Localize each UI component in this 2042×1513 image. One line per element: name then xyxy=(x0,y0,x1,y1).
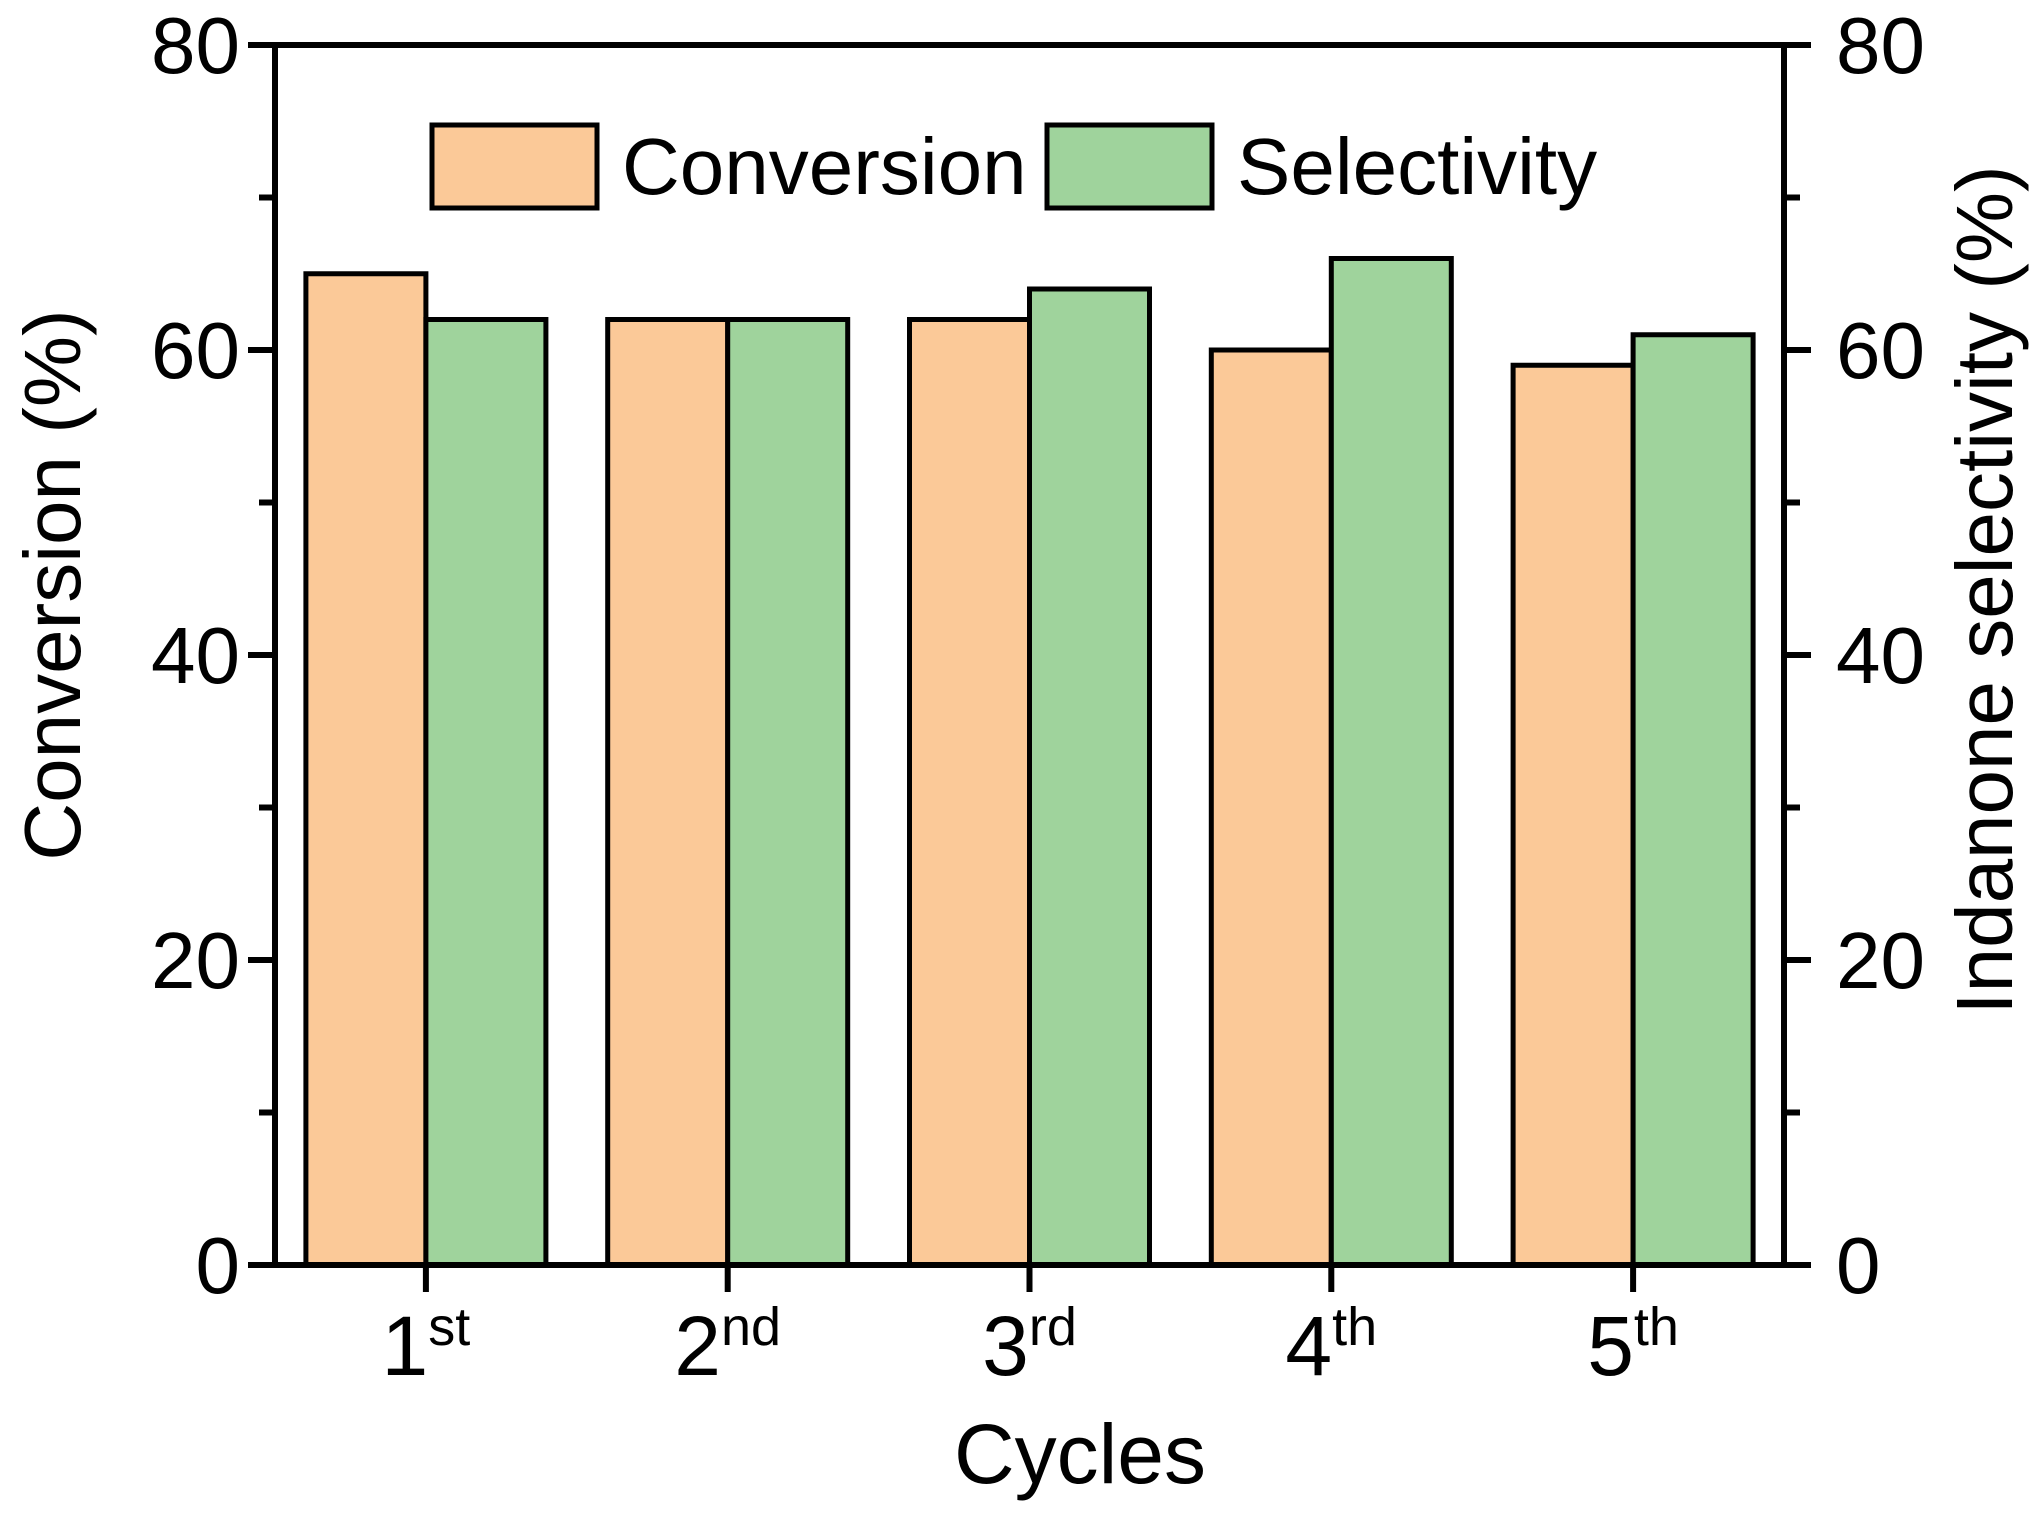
legend-swatch-selectivity xyxy=(1044,122,1215,211)
bar-selectivity-1st xyxy=(423,317,549,1268)
x-tick-label-4th: 4th xyxy=(1285,1297,1377,1393)
y-tick-label-left-20: 20 xyxy=(151,916,240,1005)
bar-conversion-2nd xyxy=(605,317,731,1268)
plot-frame xyxy=(272,42,1787,1268)
y-tick-label-right-20: 20 xyxy=(1836,916,1925,1005)
bar-conversion-1st xyxy=(303,271,429,1268)
y-tick-label-left-80: 80 xyxy=(151,1,240,90)
bar-conversion-3rd xyxy=(907,317,1032,1268)
x-tick-label-3rd: 3rd xyxy=(982,1297,1077,1393)
legend: Conversion Selectivity xyxy=(429,122,1597,211)
x-axis-title: Cycles xyxy=(954,1407,1206,1501)
y-tick-label-right-0: 0 xyxy=(1836,1221,1881,1310)
y-axis-title-left: Conversion (%) xyxy=(8,309,97,860)
y-tick-label-left-0: 0 xyxy=(196,1221,241,1310)
y-tick-label-right-80: 80 xyxy=(1836,1,1925,90)
legend-label-conversion: Conversion xyxy=(622,122,1027,211)
bar-selectivity-4th xyxy=(1328,256,1454,1268)
bar-selectivity-2nd xyxy=(725,317,851,1268)
x-tick-label-2nd: 2nd xyxy=(674,1297,781,1393)
y-tick-label-left-60: 60 xyxy=(151,306,240,395)
x-tick-label-1st: 1st xyxy=(382,1297,471,1393)
bar-selectivity-5th xyxy=(1630,332,1756,1268)
x-tick-label-5th: 5th xyxy=(1587,1297,1679,1393)
tick-labels-group: 1st 2nd 3rd 4th 5th 0 0 20 20 40 40 60 60 80 80 xyxy=(151,1,1925,1393)
bar-selectivity-3rd xyxy=(1027,286,1152,1268)
y-axis-title-right: Indanone selectivity (%) xyxy=(1940,165,2029,1014)
y-tick-label-right-40: 40 xyxy=(1836,611,1925,700)
legend-swatch-conversion xyxy=(429,122,600,211)
y-tick-label-right-60: 60 xyxy=(1836,306,1925,395)
bar-conversion-5th xyxy=(1510,362,1636,1268)
y-tick-label-left-40: 40 xyxy=(151,611,240,700)
legend-label-selectivity: Selectivity xyxy=(1237,122,1597,211)
bars-group xyxy=(303,256,1756,1268)
bar-conversion-4th xyxy=(1208,347,1334,1268)
